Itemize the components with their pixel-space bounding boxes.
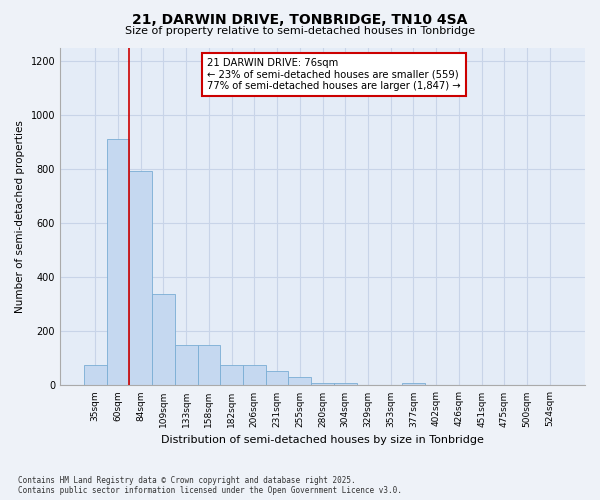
Text: 21, DARWIN DRIVE, TONBRIDGE, TN10 4SA: 21, DARWIN DRIVE, TONBRIDGE, TN10 4SA — [133, 12, 467, 26]
Bar — [197, 345, 220, 386]
Bar — [84, 365, 107, 386]
X-axis label: Distribution of semi-detached houses by size in Tonbridge: Distribution of semi-detached houses by … — [161, 435, 484, 445]
Bar — [130, 170, 152, 386]
Bar — [152, 294, 175, 386]
Bar — [107, 140, 130, 386]
Bar — [402, 382, 425, 386]
Bar — [220, 365, 243, 386]
Text: Contains HM Land Registry data © Crown copyright and database right 2025.
Contai: Contains HM Land Registry data © Crown c… — [18, 476, 402, 495]
Text: Size of property relative to semi-detached houses in Tonbridge: Size of property relative to semi-detach… — [125, 26, 475, 36]
Bar — [266, 370, 289, 386]
Text: 21 DARWIN DRIVE: 76sqm
← 23% of semi-detached houses are smaller (559)
77% of se: 21 DARWIN DRIVE: 76sqm ← 23% of semi-det… — [207, 58, 461, 91]
Bar — [175, 345, 197, 386]
Bar — [243, 365, 266, 386]
Bar — [334, 382, 356, 386]
Bar — [289, 378, 311, 386]
Y-axis label: Number of semi-detached properties: Number of semi-detached properties — [15, 120, 25, 313]
Bar — [311, 382, 334, 386]
